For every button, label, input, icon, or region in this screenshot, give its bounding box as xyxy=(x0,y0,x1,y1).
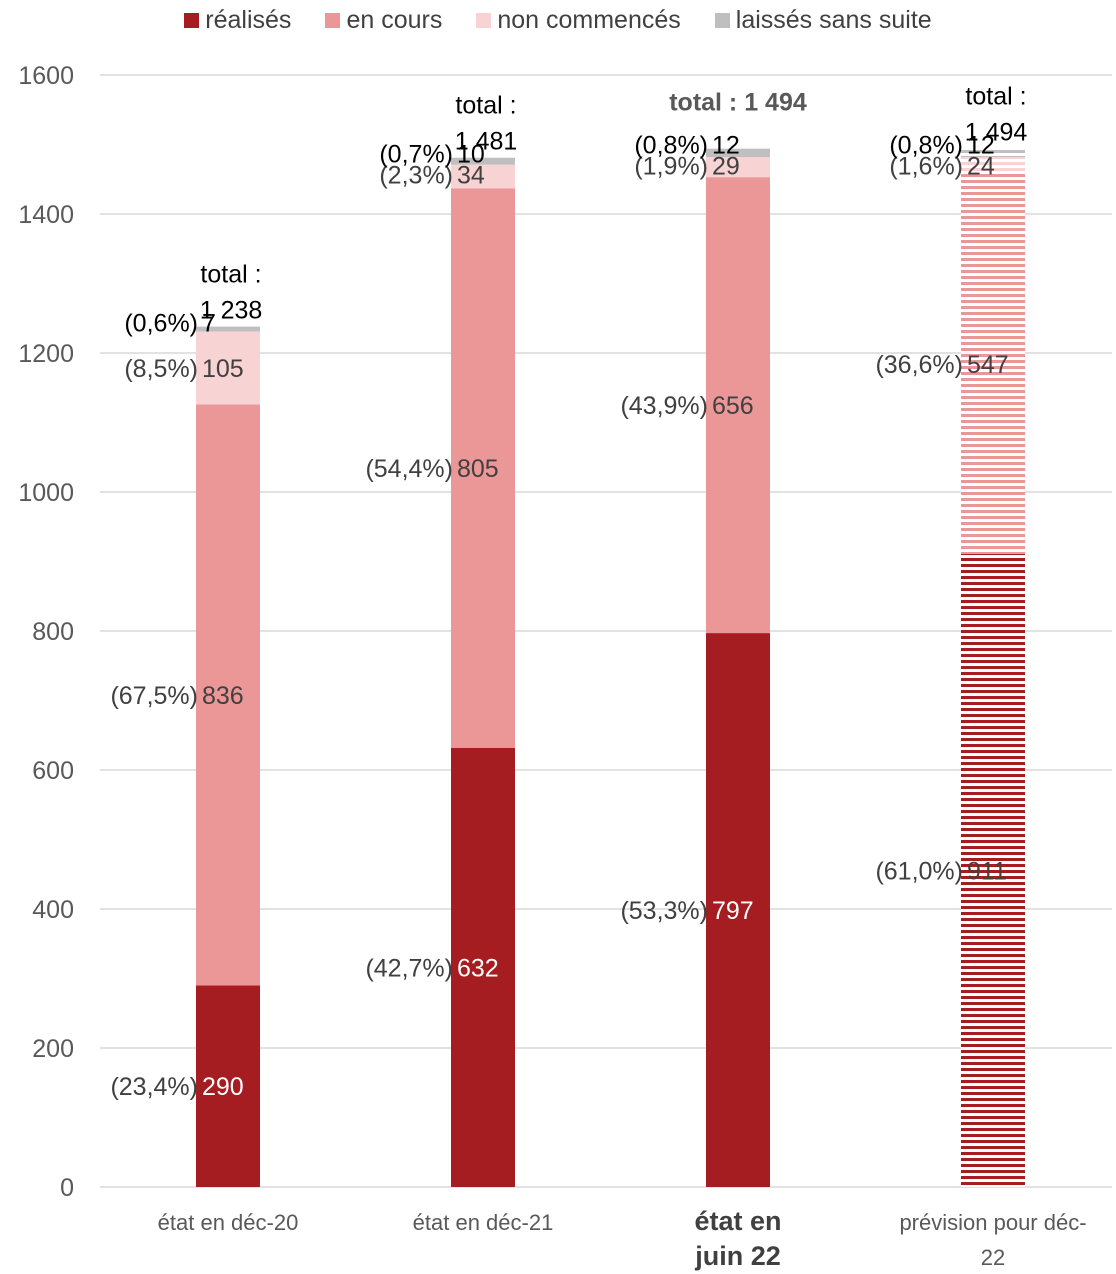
total-label: 1 494 xyxy=(965,119,1028,147)
total-label: 1 481 xyxy=(455,128,518,156)
data-label-value-en-cours: 547 xyxy=(967,351,1009,379)
bar-segment-non-commences xyxy=(961,157,1025,174)
data-label-percent-sans-suite: (0,7%) xyxy=(379,141,453,169)
data-label-value-realises: 911 xyxy=(967,857,1007,885)
bar-segment-sans-suite xyxy=(706,148,770,158)
bar-segment-realises xyxy=(451,747,515,1187)
legend-swatch-realises xyxy=(184,13,200,28)
legend-label-en-cours: en cours xyxy=(346,6,443,34)
bar-segment-sans-suite xyxy=(451,157,515,165)
legend-swatch-en-cours xyxy=(325,13,341,28)
legend-swatch-non-commences xyxy=(476,13,492,28)
bar-segment-realises xyxy=(196,985,260,1187)
data-label-percent-sans-suite: (0,8%) xyxy=(889,132,963,160)
bar-segment-sans-suite xyxy=(196,326,260,332)
legend-item-realises: réalisés xyxy=(184,6,291,35)
data-label-value-en-cours: 805 xyxy=(457,455,499,483)
data-label-value-sans-suite: 12 xyxy=(967,132,995,160)
data-label-percent-realises: (53,3%) xyxy=(620,897,708,925)
data-label-percent-en-cours: (67,5%) xyxy=(110,682,198,710)
x-category-label: état en déc-20 xyxy=(158,1210,299,1235)
data-label-percent-sans-suite: (0,6%) xyxy=(124,310,198,338)
data-label-value-en-cours: 836 xyxy=(202,682,244,710)
chart-legend: réalisés en cours non commencés laissés san… xyxy=(0,6,1116,35)
data-label-value-non-commences: 34 xyxy=(457,162,485,190)
data-label-percent-en-cours: (54,4%) xyxy=(365,455,453,483)
legend-label-sans-suite: laissés sans suite xyxy=(735,6,932,34)
bar-segment-non-commences xyxy=(451,164,515,189)
legend-swatch-sans-suite xyxy=(714,13,730,28)
data-label-value-non-commences: 29 xyxy=(712,153,740,181)
y-tick-label: 200 xyxy=(32,1035,74,1063)
y-tick-label: 800 xyxy=(32,618,74,646)
data-label-value-sans-suite: 7 xyxy=(202,310,216,338)
x-category-label: prévision pour déc- xyxy=(899,1210,1086,1235)
y-tick-label: 1600 xyxy=(18,62,74,90)
data-label-percent-non-commences: (1,6%) xyxy=(889,153,963,181)
bar-segment-en-cours xyxy=(196,404,260,986)
total-label: 1 238 xyxy=(200,297,263,325)
bar-segment-sans-suite xyxy=(961,148,1025,158)
bar-segment-non-commences xyxy=(706,157,770,178)
data-label-percent-sans-suite: (0,8%) xyxy=(634,132,708,160)
data-label-percent-non-commences: (2,3%) xyxy=(379,162,453,190)
data-label-value-non-commences: 105 xyxy=(202,355,244,383)
x-category-label: état en déc-21 xyxy=(413,1210,554,1235)
legend-item-non-commences: non commencés xyxy=(476,6,681,35)
total-label: total : xyxy=(200,261,261,289)
data-label-value-realises: 632 xyxy=(457,954,499,982)
total-label: total : 1 494 xyxy=(669,89,807,117)
y-tick-label: 600 xyxy=(32,757,74,785)
bar-segment-en-cours xyxy=(961,173,1025,554)
x-category-label: état en xyxy=(694,1206,781,1236)
total-label: total : xyxy=(455,92,516,120)
data-label-value-non-commences: 24 xyxy=(967,153,995,181)
y-tick-label: 1400 xyxy=(18,201,74,229)
data-label-value-realises: 797 xyxy=(712,897,754,925)
total-label: total : xyxy=(965,83,1026,111)
data-label-percent-realises: (61,0%) xyxy=(875,857,963,885)
legend-item-sans-suite: laissés sans suite xyxy=(714,6,932,35)
x-category-label: 22 xyxy=(981,1245,1005,1270)
y-tick-label: 0 xyxy=(60,1174,74,1202)
bar-segment-realises xyxy=(706,633,770,1187)
data-label-percent-en-cours: (43,9%) xyxy=(620,392,708,420)
bar-segment-non-commences xyxy=(196,331,260,405)
x-category-label: juin 22 xyxy=(694,1241,781,1271)
data-label-value-en-cours: 656 xyxy=(712,392,754,420)
bar-segment-en-cours xyxy=(451,188,515,748)
data-label-percent-non-commences: (1,9%) xyxy=(634,153,708,181)
data-label-percent-realises: (23,4%) xyxy=(110,1073,198,1101)
data-label-value-sans-suite: 12 xyxy=(712,132,740,160)
legend-label-realises: réalisés xyxy=(205,6,292,34)
data-label-percent-realises: (42,7%) xyxy=(365,954,453,982)
data-label-percent-non-commences: (8,5%) xyxy=(124,355,198,383)
bar-segment-realises xyxy=(961,553,1025,1187)
data-label-value-sans-suite: 10 xyxy=(457,141,485,169)
data-label-percent-en-cours: (36,6%) xyxy=(875,351,963,379)
y-tick-label: 400 xyxy=(32,896,74,924)
data-label-value-realises: 290 xyxy=(202,1073,244,1101)
y-tick-label: 1200 xyxy=(18,340,74,368)
bar-segment-en-cours xyxy=(706,177,770,634)
legend-item-en-cours: en cours xyxy=(325,6,442,35)
y-tick-label: 1000 xyxy=(18,479,74,507)
legend-label-non-commences: non commencés xyxy=(497,6,681,34)
